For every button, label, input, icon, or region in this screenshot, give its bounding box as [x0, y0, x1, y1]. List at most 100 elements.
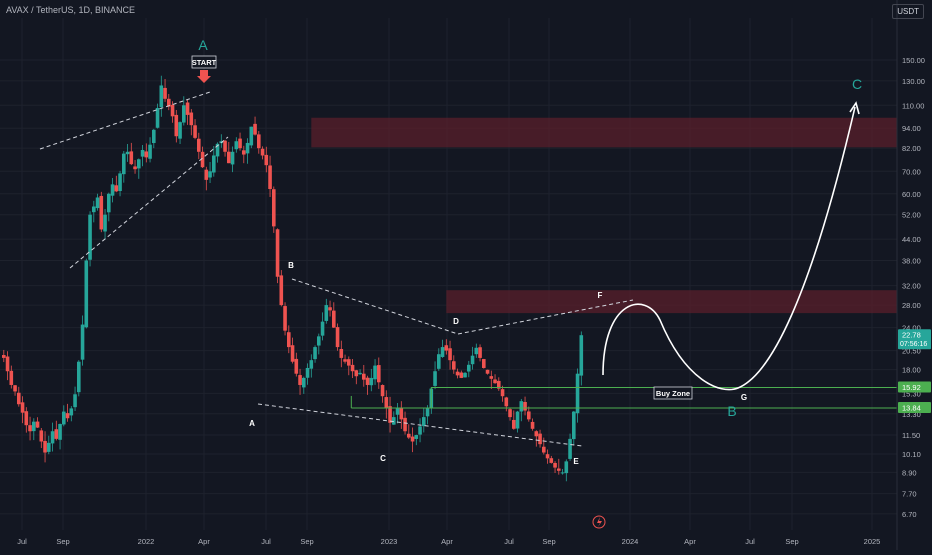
candle: [13, 385, 17, 392]
price-label-box: [898, 401, 931, 413]
projection-curve: [602, 106, 856, 391]
candle: [178, 122, 182, 139]
y-tick-label: 24.00: [902, 324, 921, 333]
candle: [470, 355, 475, 365]
candle: [92, 206, 96, 213]
candle: [125, 151, 130, 155]
candle: [362, 373, 366, 380]
candle: [208, 171, 212, 178]
y-tick-label: 44.00: [902, 235, 921, 244]
wave-label: C: [380, 454, 386, 463]
buy-zone-box: [653, 386, 693, 400]
candle: [287, 332, 291, 348]
x-tick-label: 2023: [381, 537, 398, 546]
candle: [197, 138, 201, 152]
candle: [425, 408, 430, 417]
candle: [35, 421, 40, 428]
x-tick-label: Sep: [56, 537, 69, 546]
chart-title: AVAX / TetherUS, 1D, BINANCE: [6, 5, 136, 15]
candle: [182, 105, 186, 123]
candle: [260, 148, 265, 156]
candle: [272, 189, 276, 227]
candle: [257, 134, 261, 149]
candle: [133, 166, 137, 170]
candle: [234, 141, 239, 150]
candle: [309, 360, 314, 369]
x-tick-label: Sep: [542, 537, 555, 546]
y-tick-label: 15.30: [902, 389, 921, 398]
price-label-box: [898, 329, 931, 350]
y-tick-label: 94.00: [902, 124, 921, 133]
candle: [80, 324, 85, 360]
candle: [200, 151, 205, 168]
candle: [557, 468, 561, 471]
y-tick-label: 11.50: [902, 431, 920, 440]
x-tick-label: Apr: [441, 537, 453, 546]
candle: [579, 335, 584, 376]
price-label: 22.78: [902, 331, 921, 340]
candle: [110, 184, 115, 196]
candle: [290, 345, 295, 362]
candle: [253, 123, 257, 135]
wave-label: B: [727, 403, 736, 419]
candle: [144, 151, 149, 158]
candle: [298, 375, 302, 385]
y-tick-label: 20.50: [902, 347, 921, 356]
y-tick-label: 32.00: [902, 282, 921, 291]
resistance-zones: [311, 117, 897, 314]
wave-label: C: [852, 76, 862, 92]
candle: [403, 417, 407, 432]
candle: [339, 348, 344, 358]
candle: [313, 347, 317, 360]
candle: [140, 149, 145, 157]
candle: [283, 306, 287, 331]
candle: [294, 358, 299, 374]
candle: [242, 150, 246, 155]
candle: [47, 442, 51, 452]
wave-label: A: [198, 37, 208, 53]
candle: [448, 348, 452, 361]
wave-label: G: [741, 393, 747, 402]
candle: [485, 369, 490, 374]
candle: [69, 408, 74, 416]
candle: [414, 435, 419, 439]
candle: [463, 372, 467, 378]
candle: [264, 154, 269, 166]
drawings: Buy Zone: [39, 91, 897, 447]
x-tick-label: Jul: [261, 537, 271, 546]
candle: [335, 327, 340, 348]
candle: [332, 310, 336, 328]
candle: [152, 129, 156, 144]
currency-button[interactable]: USDT: [892, 4, 924, 19]
candle: [155, 107, 160, 128]
candle: [159, 85, 164, 108]
x-tick-label: Sep: [785, 537, 798, 546]
candle: [474, 347, 479, 355]
candle: [542, 446, 546, 453]
candle: [137, 159, 141, 169]
y-tick-label: 10.10: [902, 450, 921, 459]
candle: [114, 185, 119, 192]
candle: [73, 394, 77, 408]
candle: [523, 401, 527, 411]
lightning-bolt-icon: [597, 517, 602, 527]
candles[interactable]: [2, 75, 584, 482]
candle: [373, 365, 377, 380]
time-axis[interactable]: Jul Sep 2022 Apr Jul Sep 2023 Apr Jul Sep 2024 Apr J…: [17, 537, 880, 546]
candle: [17, 392, 21, 405]
price-axis[interactable]: 6.70 7.70 8.90 10.10 11.50 13.30 15.30 18.00 20.…: [896, 0, 931, 550]
candle: [20, 402, 25, 413]
candle: [467, 364, 471, 372]
candle: [354, 370, 359, 377]
start-box: [191, 55, 217, 69]
candle: [497, 380, 501, 389]
y-tick-label: 150.00: [902, 56, 925, 65]
wave-label: E: [573, 457, 579, 466]
candle: [358, 372, 362, 375]
candle: [399, 407, 404, 420]
candle: [62, 411, 66, 425]
candle: [575, 373, 580, 414]
candle: [500, 389, 505, 397]
